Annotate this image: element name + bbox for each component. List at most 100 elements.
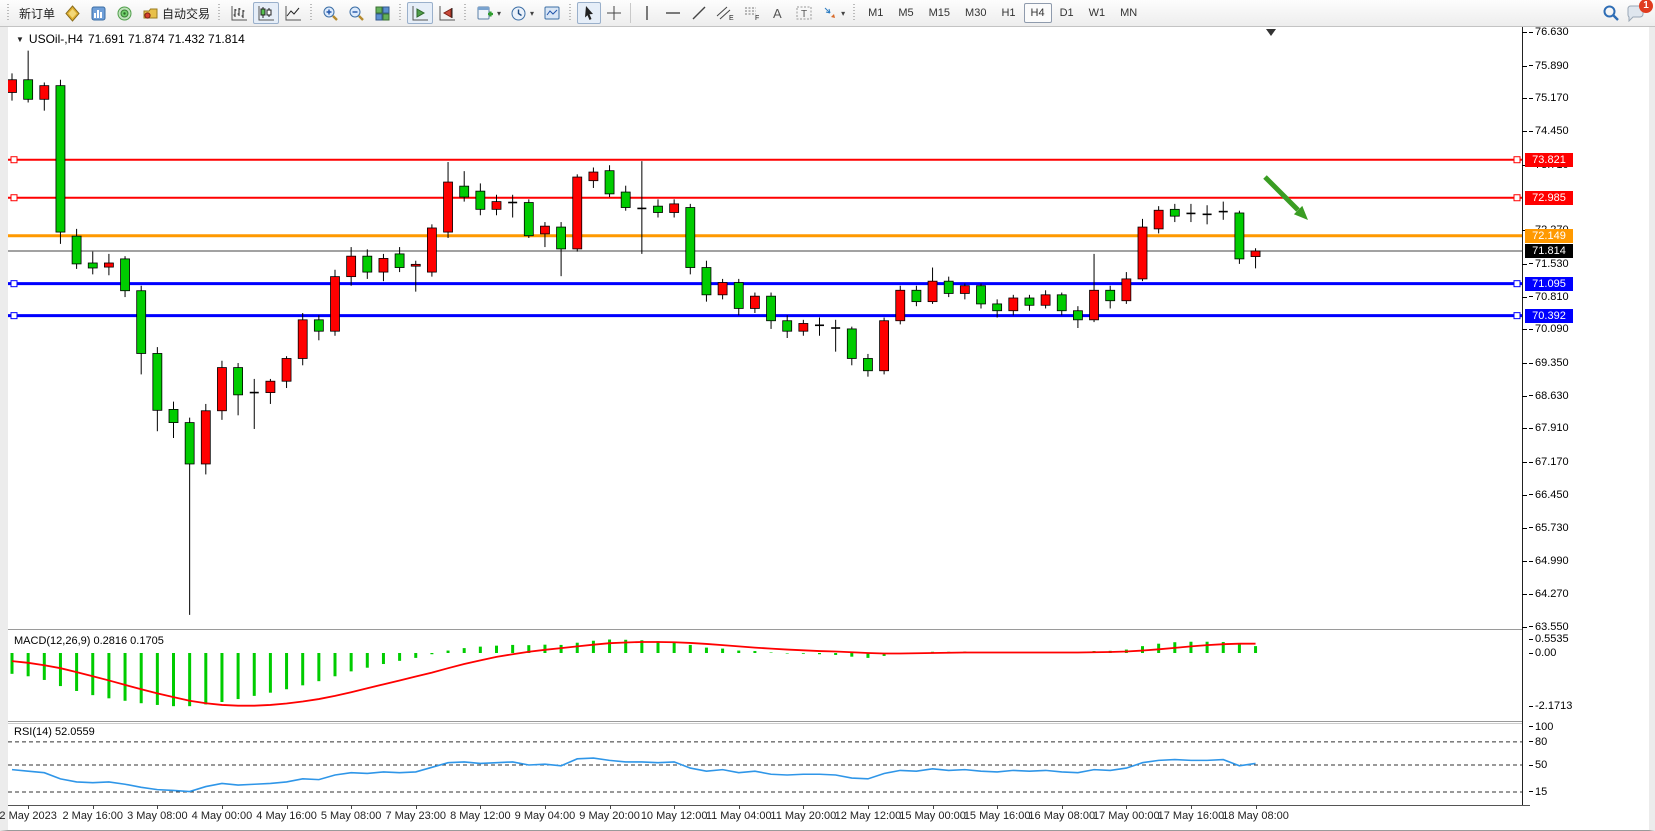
line-handle[interactable] [1513,312,1521,320]
date-label: 9 May 04:00 [514,810,576,822]
timeframe-button-m1[interactable]: M1 [868,7,884,19]
line-handle[interactable] [1513,280,1521,288]
candlestick-chart-icon [258,6,275,21]
line-handle[interactable] [10,194,18,202]
candle-body [1008,297,1019,312]
timeframe-button-w1[interactable]: W1 [1088,7,1106,19]
axis-tick-mark [1522,98,1527,100]
date-tick-mark [157,805,159,809]
autotrade-button[interactable]: 自动交易 [138,2,214,24]
text-button[interactable]: A [766,2,790,24]
macd-pane-canvas[interactable] [8,631,1522,721]
new-template-button[interactable]: ▾ [472,2,505,24]
notifications-button[interactable]: 1 [1626,0,1653,22]
line-handle[interactable] [10,156,18,164]
line-chart-button[interactable] [280,2,306,24]
macd-axis-tick: -2.1713 [1529,700,1599,713]
candle-body [798,323,809,332]
search-icon[interactable] [1602,4,1620,22]
zoom-in-button[interactable] [318,2,343,24]
toolbar-drag-handle[interactable] [853,4,858,22]
toolbar-drag-handle[interactable] [569,4,574,22]
timeframe-button-m5[interactable]: M5 [898,7,914,19]
tile-windows-button[interactable] [370,2,395,24]
date-tick-mark [221,805,223,809]
annotation-arrow[interactable] [1263,175,1300,212]
pane-separator[interactable] [8,629,1522,631]
vertical-line-icon [646,6,648,20]
new-order-button[interactable]: 新订单 [15,2,59,24]
date-tick-mark [932,805,934,809]
trendline-button[interactable] [687,2,711,24]
price-level-label[interactable]: 72.985 [1525,190,1573,205]
timeframe-button-d1[interactable]: D1 [1059,7,1074,19]
crosshair-icon [607,6,622,20]
cursor-button[interactable] [577,2,602,24]
period-button[interactable]: ▾ [506,2,538,24]
crosshair-button[interactable] [602,2,626,24]
candle-body [233,367,244,396]
price-tick: 71.530 [1529,257,1599,270]
channel-button[interactable]: E [712,2,738,24]
zoom-out-button[interactable] [344,2,369,24]
text-label-button[interactable]: T [791,2,817,24]
axis-tick-mark [1522,428,1527,430]
chart-shift-button[interactable] [434,2,460,24]
toolbar-drag-handle[interactable] [310,4,315,22]
timeframe-button-h1[interactable]: H1 [1001,7,1016,19]
toolbar-drag-handle[interactable] [7,4,11,22]
price-tick: 74.450 [1529,125,1599,138]
annotation-arrow-head[interactable] [1293,205,1308,220]
price-level-label[interactable]: 70.392 [1525,308,1573,323]
candle-body [378,258,389,273]
fibonacci-button[interactable]: F [739,2,765,24]
price-level-label[interactable]: 73.821 [1525,152,1573,167]
line-handle[interactable] [1513,194,1521,202]
trendline-icon [692,6,706,20]
market-watch-button[interactable] [86,2,111,24]
price-level-label[interactable]: 72.149 [1525,228,1573,243]
vertical-line-button[interactable] [635,2,659,24]
shapes-button[interactable]: ▾ [818,2,849,24]
timeframe-button-h4[interactable]: H4 [1023,3,1052,23]
candle-body [152,353,163,411]
timeframe-button-m30[interactable]: M30 [965,7,987,19]
window-right-border [1649,27,1655,830]
seal-button[interactable] [60,2,85,24]
chart-ohlc-values: 71.691 71.874 71.432 71.814 [87,32,245,46]
date-tick-mark [92,805,94,809]
line-handle[interactable] [10,312,18,320]
axis-tick-mark [1522,65,1527,67]
toolbar-drag-handle[interactable] [218,4,223,22]
price-chart-canvas[interactable] [8,27,1522,629]
rsi-axis-tick: 80 [1529,735,1599,748]
candle-body [895,289,906,322]
rsi-pane-canvas[interactable] [8,723,1522,805]
candle-body [540,225,550,235]
line-handle[interactable] [1513,156,1521,164]
date-label: 8 May 12:00 [450,810,511,822]
candle-body [620,191,631,208]
chart-properties-button[interactable] [539,2,565,24]
candle-body [556,226,566,250]
shapes-icon [824,7,836,18]
chart-title: ▼ USOil-,H4 71.691 71.874 71.432 71.814 [16,32,245,46]
date-tick-mark [1061,805,1063,809]
collapse-triangle-icon[interactable]: ▼ [16,34,24,44]
candle-body [927,280,938,303]
chart-shift-marker-icon[interactable] [1266,29,1276,36]
bar-chart-button[interactable] [226,2,252,24]
line-handle[interactable] [10,280,18,288]
rsi-indicator-label: RSI(14) 52.0559 [14,726,95,738]
date-tick-mark [544,805,546,809]
timeframe-button-m15[interactable]: M15 [928,7,951,19]
horizontal-line-button[interactable] [660,2,686,24]
signal-button[interactable] [112,2,137,24]
price-level-label[interactable]: 71.095 [1525,276,1573,291]
timeframe-button-mn[interactable]: MN [1120,7,1138,19]
toolbar-drag-handle[interactable] [464,4,469,22]
toolbar-drag-handle[interactable] [399,4,404,22]
zoom-in-icon [323,6,338,21]
candlestick-chart-button[interactable] [253,2,280,24]
auto-scroll-button[interactable] [407,2,434,24]
